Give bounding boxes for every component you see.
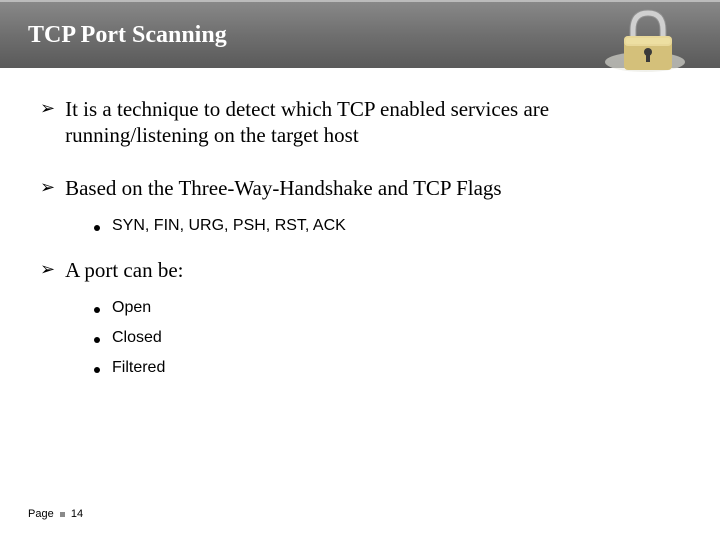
sub-bullet-item: Filtered: [94, 359, 680, 377]
bullet-text: It is a technique to detect which TCP en…: [65, 96, 680, 149]
bullet-item: ➢ It is a technique to detect which TCP …: [40, 96, 680, 149]
chevron-icon: ➢: [40, 98, 55, 119]
bullet-text: A port can be:: [65, 257, 183, 283]
chevron-icon: ➢: [40, 177, 55, 198]
dot-icon: [94, 337, 100, 343]
square-separator-icon: [60, 512, 65, 517]
dot-icon: [94, 225, 100, 231]
sub-bullet-group: SYN, FIN, URG, PSH, RST, ACK: [40, 217, 680, 235]
slide-title: TCP Port Scanning: [28, 22, 227, 49]
sub-bullet-text: Closed: [112, 329, 162, 347]
content-area: ➢ It is a technique to detect which TCP …: [0, 68, 720, 377]
page-number: 14: [71, 508, 83, 520]
slide: TCP Port Scanning ➢ It is a technique to…: [0, 0, 720, 540]
bullet-item: ➢ Based on the Three-Way-Handshake and T…: [40, 175, 680, 201]
sub-bullet-text: SYN, FIN, URG, PSH, RST, ACK: [112, 217, 346, 235]
chevron-icon: ➢: [40, 259, 55, 280]
padlock-icon: [590, 0, 700, 76]
header-bar: TCP Port Scanning: [0, 0, 720, 68]
sub-bullet-text: Open: [112, 299, 151, 317]
sub-bullet-text: Filtered: [112, 359, 165, 377]
sub-bullet-item: SYN, FIN, URG, PSH, RST, ACK: [94, 217, 680, 235]
footer: Page 14: [28, 508, 83, 520]
dot-icon: [94, 367, 100, 373]
sub-bullet-item: Closed: [94, 329, 680, 347]
sub-bullet-item: Open: [94, 299, 680, 317]
dot-icon: [94, 307, 100, 313]
sub-bullet-group: Open Closed Filtered: [40, 299, 680, 377]
footer-label: Page: [28, 508, 54, 520]
bullet-item: ➢ A port can be:: [40, 257, 680, 283]
bullet-text: Based on the Three-Way-Handshake and TCP…: [65, 175, 502, 201]
